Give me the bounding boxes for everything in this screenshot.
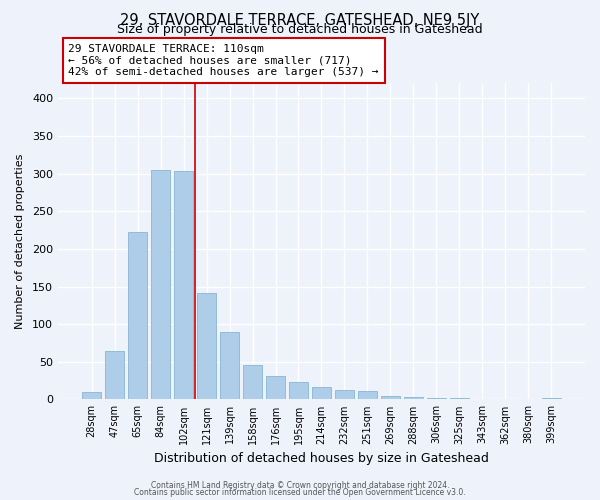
- Bar: [473, 398, 492, 400]
- Bar: [105, 352, 124, 400]
- Bar: [243, 365, 262, 400]
- Text: 29 STAVORDALE TERRACE: 110sqm
← 56% of detached houses are smaller (717)
42% of : 29 STAVORDALE TERRACE: 110sqm ← 56% of d…: [68, 44, 379, 77]
- Text: 29, STAVORDALE TERRACE, GATESHEAD, NE9 5JY: 29, STAVORDALE TERRACE, GATESHEAD, NE9 5…: [121, 12, 479, 28]
- Text: Size of property relative to detached houses in Gateshead: Size of property relative to detached ho…: [117, 22, 483, 36]
- Bar: [427, 398, 446, 400]
- Bar: [289, 382, 308, 400]
- Bar: [220, 332, 239, 400]
- Bar: [404, 397, 423, 400]
- Text: Contains public sector information licensed under the Open Government Licence v3: Contains public sector information licen…: [134, 488, 466, 497]
- Bar: [358, 391, 377, 400]
- Text: Contains HM Land Registry data © Crown copyright and database right 2024.: Contains HM Land Registry data © Crown c…: [151, 480, 449, 490]
- Bar: [311, 388, 331, 400]
- Bar: [82, 392, 101, 400]
- Bar: [266, 376, 285, 400]
- Bar: [197, 294, 217, 400]
- Bar: [496, 398, 515, 400]
- Bar: [380, 396, 400, 400]
- Bar: [335, 390, 354, 400]
- Bar: [518, 398, 538, 400]
- Bar: [151, 170, 170, 400]
- Bar: [542, 398, 561, 400]
- Bar: [174, 172, 193, 400]
- Bar: [449, 398, 469, 400]
- X-axis label: Distribution of detached houses by size in Gateshead: Distribution of detached houses by size …: [154, 452, 489, 465]
- Bar: [128, 232, 148, 400]
- Y-axis label: Number of detached properties: Number of detached properties: [15, 154, 25, 329]
